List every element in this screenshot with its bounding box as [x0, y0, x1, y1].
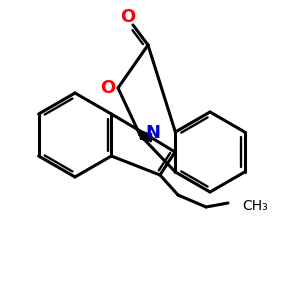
- Text: O: O: [120, 8, 136, 26]
- Text: O: O: [100, 79, 116, 97]
- Text: N: N: [146, 124, 160, 142]
- Text: CH₃: CH₃: [242, 199, 268, 213]
